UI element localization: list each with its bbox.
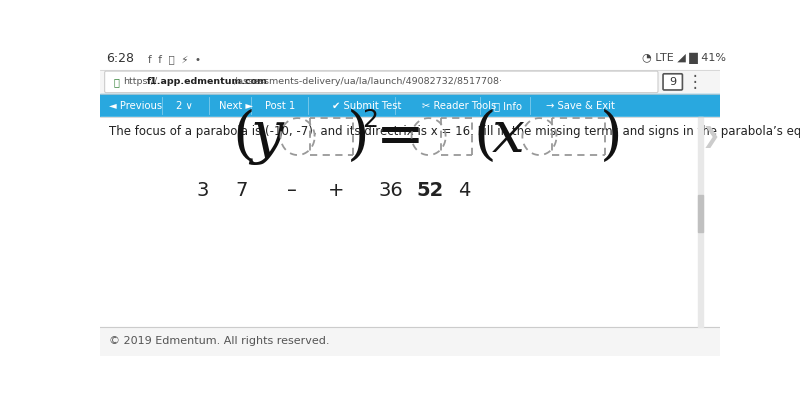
Bar: [100, 48, 720, 70]
Text: ◄ Previous: ◄ Previous: [110, 101, 162, 111]
Text: y: y: [250, 108, 283, 165]
Bar: [100, 70, 720, 94]
Text: Next ►: Next ►: [218, 101, 253, 111]
Text: f1.app.edmentum.com: f1.app.edmentum.com: [146, 77, 267, 86]
Text: f  f  ⓘ  ⚡  •: f f ⓘ ⚡ •: [148, 54, 201, 64]
Text: ⓘ Info: ⓘ Info: [494, 101, 522, 111]
Text: =: =: [376, 108, 425, 164]
Bar: [100, 327, 720, 356]
Text: x: x: [492, 108, 525, 165]
Text: 52: 52: [417, 181, 444, 200]
Text: 🔒: 🔒: [114, 77, 120, 87]
Text: +: +: [328, 181, 345, 200]
Text: (: (: [474, 108, 497, 164]
Text: 9: 9: [669, 77, 676, 87]
Text: ): ): [346, 108, 370, 164]
Text: 36: 36: [378, 181, 403, 200]
Text: © 2019 Edmentum. All rights reserved.: © 2019 Edmentum. All rights reserved.: [110, 336, 330, 346]
Bar: [100, 117, 720, 327]
Text: /assessments-delivery/ua/la/launch/49082732/8517708·: /assessments-delivery/ua/la/launch/49082…: [234, 77, 502, 86]
Text: Post 1: Post 1: [265, 101, 295, 111]
Text: 4: 4: [458, 181, 470, 200]
Text: https://: https://: [123, 77, 158, 86]
Text: –: –: [287, 181, 297, 200]
Text: ✔ Submit Test: ✔ Submit Test: [333, 101, 402, 111]
Bar: [698, 117, 703, 327]
Text: 7: 7: [236, 181, 248, 200]
Text: The focus of a parabola is (-10, -7), and its directrix is x = 16. Fill in the m: The focus of a parabola is (-10, -7), an…: [110, 125, 800, 138]
Text: (: (: [232, 108, 254, 164]
Text: ◔ LTE ◢ █ 41%: ◔ LTE ◢ █ 41%: [642, 53, 726, 64]
Text: ✂ Reader Tools: ✂ Reader Tools: [422, 101, 496, 111]
Bar: [698, 195, 703, 232]
Text: ⋮: ⋮: [687, 73, 703, 91]
Text: 3: 3: [197, 181, 210, 200]
Text: ❯: ❯: [702, 126, 720, 148]
Text: 6:28: 6:28: [106, 52, 134, 65]
Text: ): ): [600, 108, 623, 164]
Text: → Save & Exit: → Save & Exit: [546, 101, 615, 111]
FancyBboxPatch shape: [105, 71, 658, 93]
Text: 2 ∨: 2 ∨: [176, 101, 193, 111]
Text: 2: 2: [362, 108, 378, 132]
Bar: [100, 94, 720, 117]
FancyBboxPatch shape: [663, 74, 682, 90]
